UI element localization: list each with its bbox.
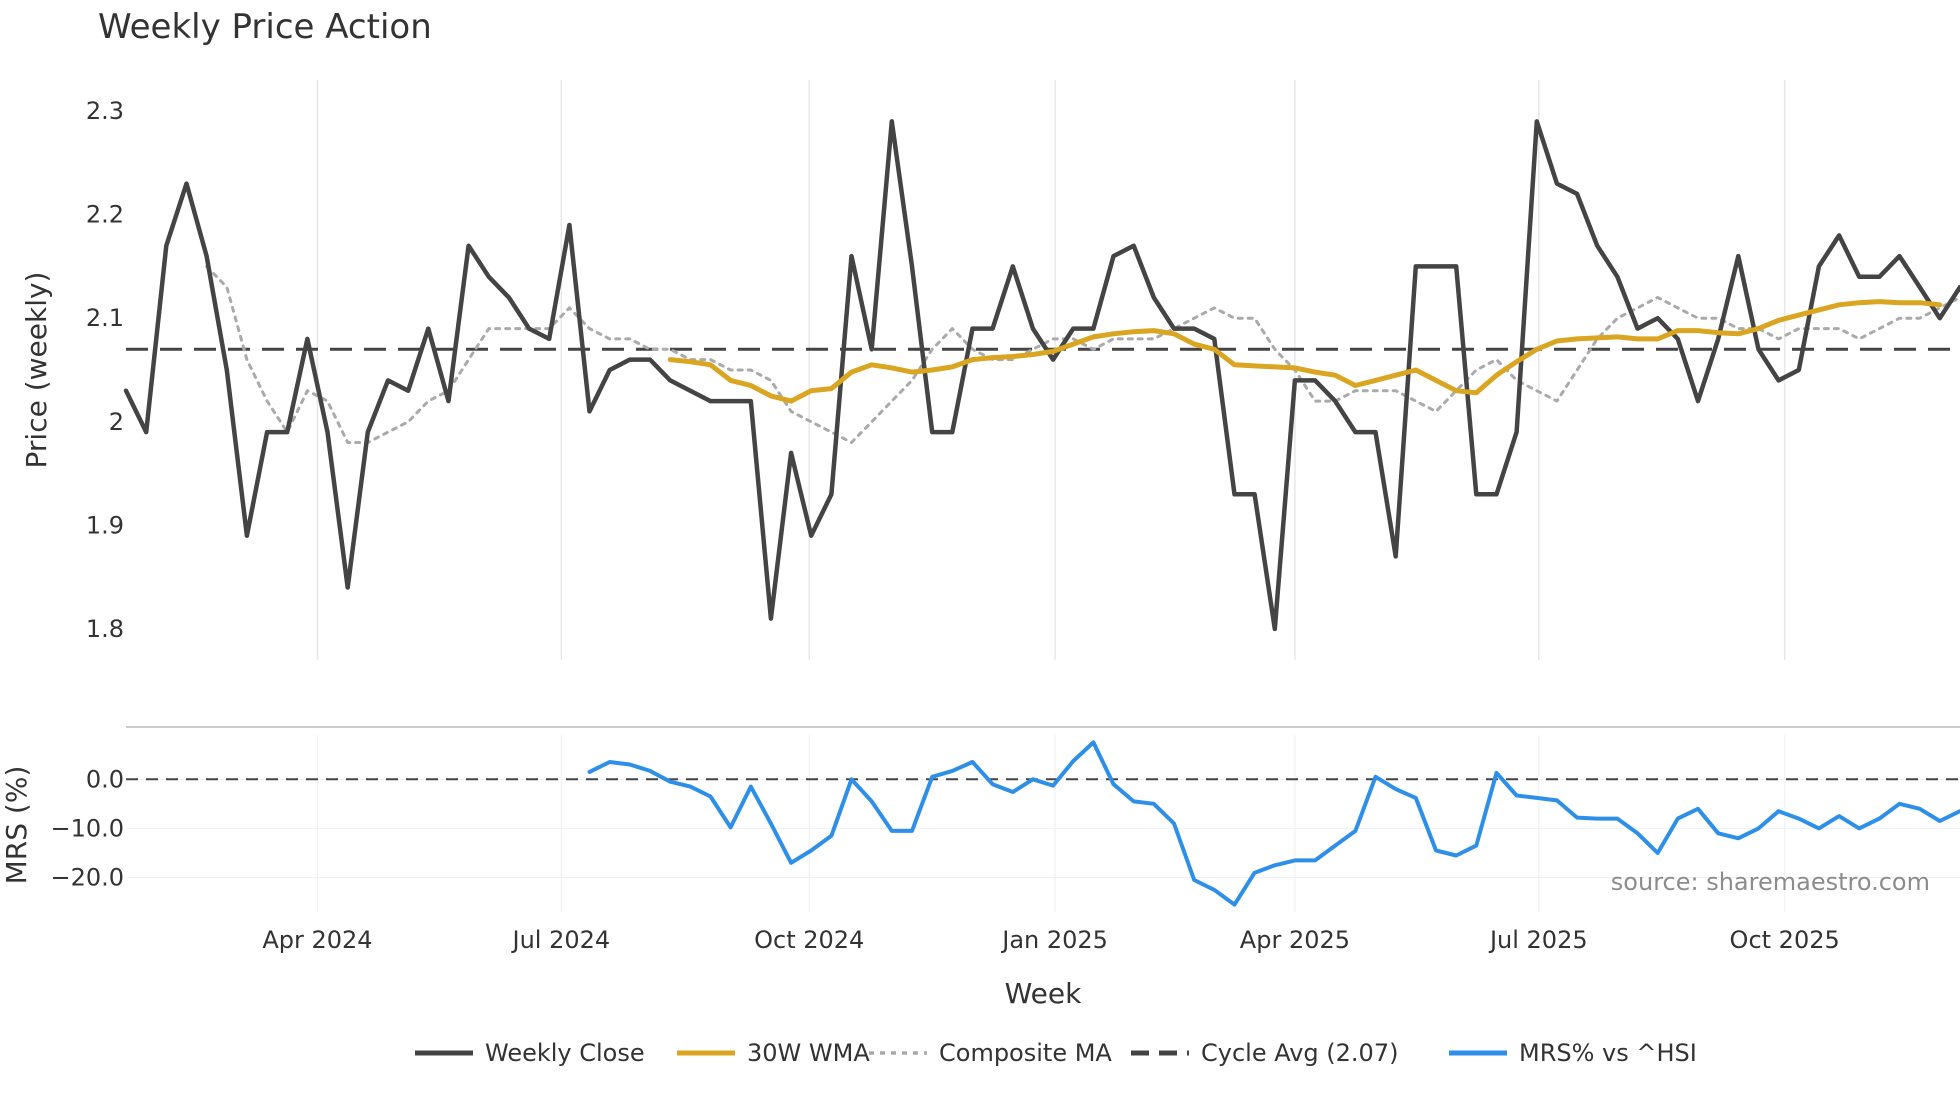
price-y-tick-label: 1.8 — [86, 615, 124, 643]
mrs-panel-y-ticks: 0.0 −10.0 −20.0 — [50, 765, 124, 891]
price-panel-series — [126, 121, 1960, 629]
price-y-tick-label: 2.3 — [86, 97, 124, 125]
x-tick-label: Oct 2025 — [1730, 926, 1840, 954]
mrs-y-tick-label: −20.0 — [50, 864, 124, 892]
price-y-tick-label: 2 — [109, 408, 124, 436]
price-y-axis-title: Price (weekly) — [20, 272, 53, 469]
price-panel-y-ticks: 1.8 1.9 2 2.1 2.2 2.3 — [86, 97, 124, 643]
x-tick-label: Jul 2025 — [1488, 926, 1588, 954]
x-tick-label: Jan 2025 — [1000, 926, 1108, 954]
legend-label: Composite MA — [939, 1039, 1112, 1067]
legend-label: MRS% vs ^HSI — [1519, 1039, 1697, 1067]
source-annotation: source: sharemaestro.com — [1611, 868, 1930, 896]
chart-title: Weekly Price Action — [98, 7, 432, 47]
x-axis-title: Week — [1005, 977, 1082, 1010]
price-y-tick-label: 2.1 — [86, 304, 124, 332]
composite-ma-line — [207, 266, 1960, 442]
x-tick-label: Oct 2024 — [754, 926, 864, 954]
legend-label: Weekly Close — [485, 1039, 645, 1067]
weekly-close-line — [126, 121, 1960, 629]
legend-label: 30W WMA — [747, 1039, 870, 1067]
x-tick-label: Apr 2025 — [1240, 926, 1350, 954]
price-panel-gridlines — [317, 80, 1784, 660]
price-y-tick-label: 1.9 — [86, 511, 124, 539]
mrs-y-tick-label: −10.0 — [50, 814, 124, 842]
x-tick-label: Apr 2024 — [262, 926, 372, 954]
mrs-y-axis-title: MRS (%) — [0, 766, 33, 885]
legend: Weekly Close 30W WMA Composite MA Cycle Avg… — [415, 1039, 1697, 1067]
x-axis-ticks: Apr 2024 Jul 2024 Oct 2024 Jan 2025 Apr 2025… — [262, 926, 1839, 954]
x-tick-label: Jul 2024 — [510, 926, 610, 954]
legend-label: Cycle Avg (2.07) — [1201, 1039, 1398, 1067]
mrs-y-tick-label: 0.0 — [86, 765, 124, 793]
price-y-tick-label: 2.2 — [86, 201, 124, 229]
